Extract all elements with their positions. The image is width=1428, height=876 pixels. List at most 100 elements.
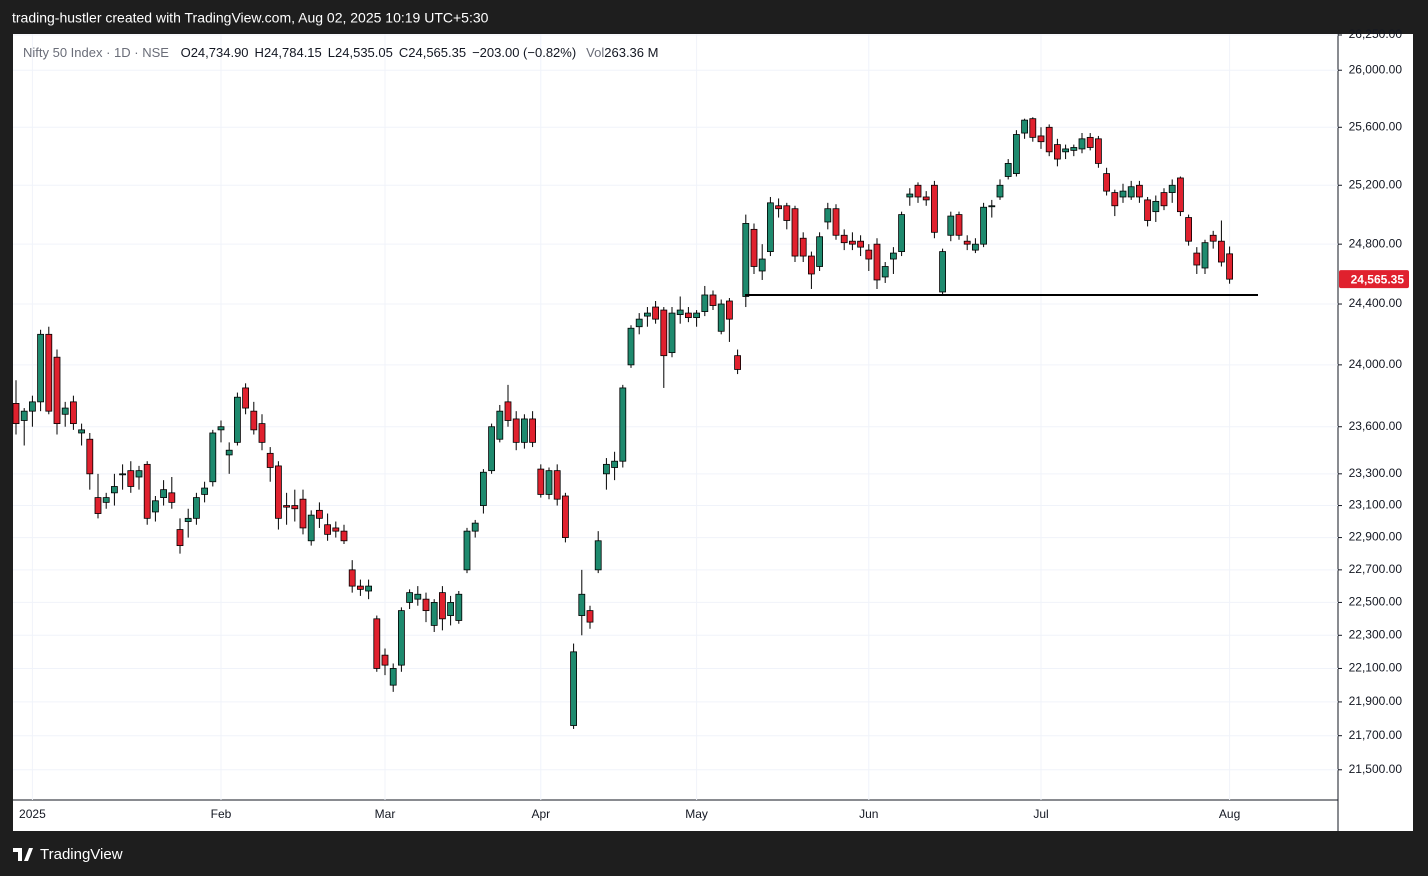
candle-body [1201,242,1209,269]
candle-body [332,527,340,532]
last-price-tag [1339,270,1409,289]
candle-body [1021,119,1028,134]
candle-body [86,438,94,475]
candle-body [627,327,635,366]
y-tick-label: 23,100.00 [1349,498,1403,512]
candle-body [512,418,520,443]
y-tick-label: 22,300.00 [1349,627,1403,641]
candle-body [767,202,774,252]
candle-body [414,593,422,600]
y-tick-label: 22,900.00 [1349,530,1403,544]
candle-body [447,602,455,616]
legend-value: 24,535.05 [335,45,393,60]
y-tick-label: 22,100.00 [1349,661,1403,675]
candle-body [78,429,85,434]
candle-body [553,470,561,500]
chart-area [13,34,1413,831]
candle-body [1103,173,1110,192]
candle-body [438,592,446,620]
candle-body [586,610,594,623]
candle-body [365,585,373,592]
candle-body [1127,186,1135,198]
y-tick-label: 21,500.00 [1349,762,1403,776]
candle-body [201,487,209,495]
candle-body [709,294,717,306]
candle-body [37,333,44,403]
candle-body [176,529,184,547]
candle-body [258,423,266,443]
candle-body [266,452,274,468]
x-tick-label: Feb [211,807,232,821]
y-tick-label: 24,000.00 [1349,357,1403,371]
candle-body [283,505,291,508]
candle-body [1013,134,1020,174]
candle-body [660,309,668,357]
candle-body [890,252,897,260]
candle-body [693,312,700,319]
candle-body [750,228,758,267]
candle-body [537,468,545,495]
candle-body [816,236,823,267]
logo [13,848,33,861]
candle-body [1054,144,1061,160]
y-tick-label: 22,500.00 [1349,595,1403,609]
candle-body [906,193,914,198]
candle-body [1218,240,1225,263]
candle-body [1185,217,1192,242]
candle-body [972,243,979,251]
y-tick-label: 23,600.00 [1349,419,1403,433]
candle-body [996,184,1004,198]
candle-body [947,215,955,236]
candle-body [881,266,889,278]
candle-body [504,401,512,421]
legend: Nifty 50 Index · 1D · NSE O24,734.90 H24,… [23,45,658,60]
candle-body [455,593,463,621]
candle-body [192,497,200,519]
legend-value: 24,784.15 [264,45,322,60]
candle-body [70,401,77,425]
candle-body [685,312,692,319]
plot [12,117,1258,729]
candle-body [127,470,135,487]
header-title: trading-hustler created with TradingView… [12,10,489,26]
candle-body [20,410,28,421]
candle-body [701,294,709,312]
candle-body [389,668,397,686]
candle-body [422,598,430,612]
y-tick-label: 22,700.00 [1349,562,1403,576]
candle-body [1095,138,1102,164]
candle-body [12,403,20,425]
candle-body [397,610,405,666]
x-tick-label: Apr [531,807,550,821]
candle-body [430,602,438,626]
candle-body [184,517,192,522]
candle-body [28,401,36,412]
y-tick-label: 26,250.00 [1349,27,1403,41]
candle-body [209,432,217,483]
y-tick-label: 24,400.00 [1349,296,1403,310]
candle-body [348,569,356,587]
candle-body [274,465,282,519]
candle-body [734,355,741,370]
candle-body [102,497,110,503]
legend-label: C [399,45,408,60]
candle-body [242,387,250,409]
candle-body [111,486,118,494]
x-tick-label: Mar [375,807,396,821]
candle-body [799,237,807,257]
candle-body [160,489,168,498]
y-tick-label: 21,900.00 [1349,694,1403,708]
candle-body [562,495,569,538]
candle-body [939,251,946,293]
candle-body [356,585,364,590]
candle-body [824,208,832,223]
y-tick-label: 25,600.00 [1349,119,1403,133]
candle-body [225,449,233,456]
candle-body [463,530,471,571]
candle-body [307,514,315,542]
candle-body [61,407,69,415]
candle-body [783,205,791,221]
candle-body [135,470,143,478]
